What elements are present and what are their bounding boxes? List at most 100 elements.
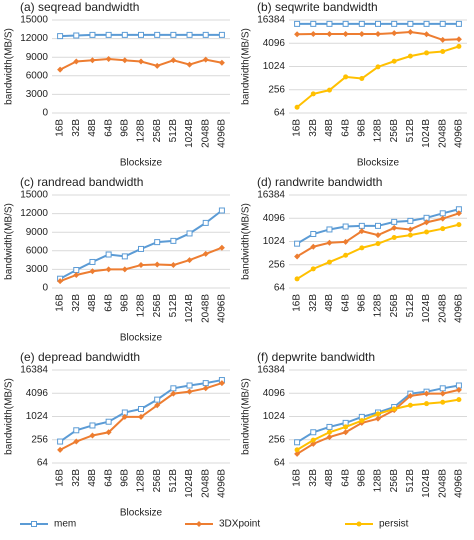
x-axis-label: Blocksize [120, 508, 163, 519]
marker [138, 406, 144, 413]
marker [455, 36, 462, 43]
x-tick-label: 64B [340, 294, 351, 312]
marker [170, 31, 177, 38]
y-tick-label: 15000 [20, 190, 48, 201]
marker [342, 429, 349, 436]
marker [57, 33, 64, 40]
marker [186, 388, 193, 395]
marker [358, 31, 365, 38]
x-tick-label: 64B [340, 469, 351, 487]
marker [407, 232, 413, 238]
marker [170, 262, 177, 269]
y-tick-label: 4096 [26, 388, 49, 399]
x-tick-label: 48B [87, 294, 98, 312]
x-tick-label: 64B [340, 119, 351, 137]
x-tick-label: 256B [389, 119, 400, 143]
marker [57, 66, 64, 73]
marker [218, 380, 225, 387]
marker [154, 239, 161, 246]
x-tick-label: 1024B [184, 119, 195, 148]
marker [326, 423, 333, 430]
marker [138, 413, 144, 420]
marker [423, 31, 430, 38]
marker [294, 20, 301, 27]
y-tick-label: 4096 [263, 38, 286, 49]
marker [310, 91, 316, 97]
x-tick-label: 32B [308, 294, 319, 312]
x-tick-label: 64B [103, 119, 114, 137]
marker [455, 210, 462, 217]
marker [121, 413, 128, 420]
y-tick-label: 3000 [26, 89, 49, 100]
x-tick-label: 2048B [200, 294, 211, 323]
marker [391, 406, 397, 412]
x-tick-label: 96B [356, 469, 367, 487]
marker [218, 31, 225, 38]
series-line [296, 388, 460, 455]
marker [326, 429, 332, 435]
x-tick-label: 32B [71, 119, 82, 137]
x-tick-label: 32B [71, 469, 82, 487]
x-tick-label: 128B [373, 469, 384, 493]
marker [439, 20, 446, 27]
x-tick-label: 256B [389, 294, 400, 318]
x-tick-label: 16B [55, 294, 66, 312]
y-tick-label: 256 [268, 434, 285, 445]
marker [456, 397, 462, 403]
x-tick-label: 64B [103, 469, 114, 487]
marker [440, 49, 446, 55]
marker [326, 226, 333, 233]
x-tick-label: 4096B [217, 294, 228, 323]
chart-title: (a) seqread bandwidth [20, 0, 139, 14]
x-tick-label: 96B [119, 119, 130, 137]
marker [310, 429, 317, 436]
marker [202, 385, 209, 392]
marker [121, 253, 128, 260]
marker [407, 53, 413, 59]
x-tick-label: 32B [308, 119, 319, 137]
marker [294, 450, 301, 457]
marker [138, 58, 144, 65]
marker [342, 238, 349, 245]
x-tick-label: 96B [356, 294, 367, 312]
x-tick-label: 128B [373, 119, 384, 143]
marker [73, 58, 80, 65]
y-axis-label: bandwidth(MB/S) [241, 378, 252, 455]
x-tick-label: 1024B [421, 119, 432, 148]
marker [326, 87, 332, 93]
marker [294, 104, 300, 110]
x-tick-label: 256B [152, 119, 163, 143]
marker [391, 234, 397, 240]
x-tick-label: 32B [71, 294, 82, 312]
x-tick-label: 48B [87, 469, 98, 487]
marker [456, 222, 462, 228]
y-axis-label: bandwidth(MB/S) [4, 28, 15, 105]
marker [439, 210, 446, 217]
marker [138, 262, 144, 269]
marker [358, 20, 365, 27]
y-tick-label: 1024 [263, 236, 286, 247]
marker [455, 386, 462, 393]
y-axis-label: bandwidth(MB/S) [4, 378, 15, 455]
marker [154, 261, 161, 268]
marker [73, 427, 80, 434]
marker [170, 237, 177, 244]
y-tick-label: 0 [42, 283, 48, 294]
marker [375, 232, 381, 239]
marker [326, 434, 333, 441]
marker [343, 74, 349, 80]
chart-title: (f) depwrite bandwidth [257, 350, 375, 364]
y-tick-label: 1024 [263, 61, 286, 72]
marker [326, 259, 332, 265]
x-tick-label: 128B [136, 294, 147, 318]
marker [73, 438, 80, 445]
marker [294, 447, 300, 453]
x-tick-label: 512B [405, 294, 416, 318]
marker [57, 446, 64, 453]
marker [105, 56, 112, 63]
x-axis-label: Blocksize [120, 333, 163, 344]
x-tick-label: 16B [292, 119, 303, 137]
marker [375, 415, 381, 422]
marker [310, 20, 317, 27]
x-tick-label: 48B [324, 119, 335, 137]
